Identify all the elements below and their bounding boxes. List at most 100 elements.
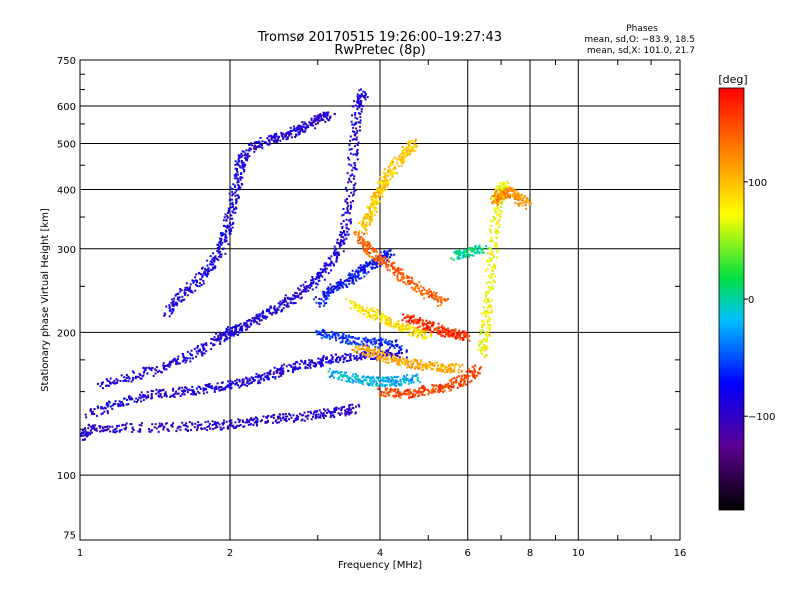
data-point xyxy=(371,200,374,203)
data-point xyxy=(228,230,231,233)
data-point xyxy=(341,406,344,409)
data-point xyxy=(478,250,481,253)
data-point xyxy=(138,430,141,433)
data-point xyxy=(418,362,421,365)
data-point xyxy=(231,188,234,191)
data-point xyxy=(166,363,169,366)
data-point xyxy=(328,288,331,291)
data-point xyxy=(498,186,501,189)
data-point xyxy=(480,248,483,251)
data-point xyxy=(353,190,356,193)
data-point xyxy=(393,325,396,328)
data-point xyxy=(408,328,411,331)
data-point xyxy=(239,424,242,427)
data-point xyxy=(481,346,484,349)
data-point xyxy=(184,293,187,296)
data-point xyxy=(399,268,402,271)
data-point xyxy=(362,375,365,378)
data-point xyxy=(423,394,426,397)
data-point xyxy=(179,290,182,293)
data-point xyxy=(344,283,347,286)
y-tick-label: 75 xyxy=(63,530,76,541)
data-point xyxy=(162,364,165,367)
data-point xyxy=(203,388,206,391)
data-point xyxy=(308,359,311,362)
data-point xyxy=(258,313,261,316)
data-point xyxy=(335,406,338,409)
data-point xyxy=(232,334,235,337)
data-point xyxy=(87,427,90,430)
data-point xyxy=(165,368,168,371)
data-point xyxy=(423,288,426,291)
data-point xyxy=(351,200,354,203)
data-point xyxy=(342,333,345,336)
data-point xyxy=(350,120,353,123)
data-point xyxy=(266,371,269,374)
data-point xyxy=(451,335,454,338)
data-point xyxy=(220,428,223,431)
data-point xyxy=(352,373,355,376)
data-point xyxy=(235,381,238,384)
data-point xyxy=(388,269,391,272)
data-point xyxy=(292,125,295,128)
data-point xyxy=(378,342,381,345)
data-point xyxy=(223,216,226,219)
data-point xyxy=(201,354,204,357)
data-point xyxy=(226,330,229,333)
data-point xyxy=(131,397,134,400)
data-point xyxy=(348,380,351,383)
data-point xyxy=(382,391,385,394)
data-point xyxy=(400,328,403,331)
data-point xyxy=(259,420,262,423)
data-point xyxy=(437,333,440,336)
data-point xyxy=(105,403,108,406)
data-point xyxy=(256,141,259,144)
data-point xyxy=(406,152,409,155)
data-point xyxy=(311,275,314,278)
data-point xyxy=(275,309,278,312)
data-point xyxy=(346,210,349,213)
data-point xyxy=(486,300,489,303)
data-point xyxy=(266,315,269,318)
data-point xyxy=(413,389,416,392)
data-point xyxy=(296,367,299,370)
data-point xyxy=(399,396,402,399)
data-point xyxy=(387,339,390,342)
data-point xyxy=(258,141,261,144)
data-point xyxy=(440,365,443,368)
data-point xyxy=(323,302,326,305)
data-point xyxy=(385,178,388,181)
data-point xyxy=(195,283,198,286)
data-point xyxy=(260,419,263,422)
data-point xyxy=(487,291,490,294)
data-point xyxy=(408,361,411,364)
data-point xyxy=(281,299,284,302)
data-point xyxy=(150,367,153,370)
data-point xyxy=(348,340,351,343)
data-point xyxy=(507,196,510,199)
data-point xyxy=(305,287,308,290)
data-point xyxy=(109,430,112,433)
data-point xyxy=(479,367,482,370)
data-point xyxy=(461,254,464,257)
data-point xyxy=(91,427,94,430)
data-point xyxy=(236,163,239,166)
data-point xyxy=(359,235,362,238)
data-point xyxy=(321,329,324,332)
data-point xyxy=(219,338,222,341)
data-point xyxy=(351,348,354,351)
data-point xyxy=(95,429,98,432)
data-point xyxy=(339,240,342,243)
data-point xyxy=(371,338,374,341)
data-point xyxy=(443,389,446,392)
data-point xyxy=(302,414,305,417)
data-point xyxy=(330,286,333,289)
data-point xyxy=(416,366,419,369)
data-point xyxy=(379,320,382,323)
data-point xyxy=(372,198,375,201)
colorbar xyxy=(718,87,745,511)
data-point xyxy=(416,336,419,339)
data-point xyxy=(350,164,353,167)
y-tick-label: 200 xyxy=(57,328,76,339)
data-point xyxy=(274,308,277,311)
